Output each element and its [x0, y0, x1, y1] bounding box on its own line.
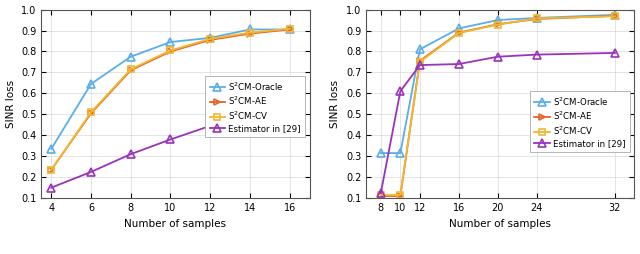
Y-axis label: SINR loss: SINR loss [6, 80, 15, 128]
Estimator in [29] [127, 153, 134, 156]
S$^2$CM-Oracle [416, 48, 424, 51]
Line: Estimator in [29]: Estimator in [29] [47, 109, 294, 192]
Estimator in [29] [377, 191, 385, 194]
S$^2$CM-Oracle [246, 28, 254, 31]
S$^2$CM-CV [494, 23, 502, 26]
S$^2$CM-Oracle [166, 40, 174, 43]
S$^2$CM-CV [533, 17, 541, 20]
Estimator in [29] [47, 186, 55, 189]
S$^2$CM-AE [494, 23, 502, 26]
S$^2$CM-CV [206, 37, 214, 40]
Line: S$^2$CM-AE: S$^2$CM-AE [48, 26, 293, 173]
S$^2$CM-CV [611, 15, 619, 18]
S$^2$CM-CV [166, 49, 174, 52]
S$^2$CM-Oracle [87, 82, 95, 85]
Y-axis label: SINR loss: SINR loss [330, 80, 340, 128]
S$^2$CM-CV [455, 31, 463, 35]
S$^2$CM-Oracle [286, 28, 294, 31]
S$^2$CM-AE [611, 14, 619, 17]
Line: Estimator in [29]: Estimator in [29] [377, 49, 619, 197]
S$^2$CM-Oracle [494, 19, 502, 22]
S$^2$CM-Oracle [455, 27, 463, 30]
S$^2$CM-Oracle [127, 55, 134, 58]
Estimator in [29] [416, 64, 424, 67]
S$^2$CM-AE [286, 28, 294, 31]
Estimator in [29] [494, 55, 502, 58]
S$^2$CM-Oracle [611, 13, 619, 16]
Estimator in [29] [397, 90, 404, 93]
Line: S$^2$CM-CV: S$^2$CM-CV [48, 26, 293, 173]
S$^2$CM-CV [286, 27, 294, 30]
S$^2$CM-AE [397, 195, 404, 198]
S$^2$CM-Oracle [533, 17, 541, 20]
S$^2$CM-AE [533, 18, 541, 21]
S$^2$CM-AE [377, 195, 385, 198]
Legend: S$^2$CM-Oracle, S$^2$CM-AE, S$^2$CM-CV, Estimator in [29]: S$^2$CM-Oracle, S$^2$CM-AE, S$^2$CM-CV, … [205, 76, 305, 137]
Estimator in [29] [87, 170, 95, 173]
S$^2$CM-AE [166, 50, 174, 53]
S$^2$CM-Oracle [206, 36, 214, 39]
S$^2$CM-CV [246, 31, 254, 34]
S$^2$CM-CV [47, 168, 55, 171]
S$^2$CM-AE [87, 112, 95, 115]
S$^2$CM-AE [455, 31, 463, 34]
Line: S$^2$CM-AE: S$^2$CM-AE [378, 12, 618, 199]
Estimator in [29] [206, 124, 214, 127]
S$^2$CM-AE [127, 69, 134, 72]
S$^2$CM-Oracle [377, 152, 385, 155]
S$^2$CM-CV [377, 194, 385, 197]
S$^2$CM-AE [206, 38, 214, 41]
X-axis label: Number of samples: Number of samples [449, 218, 551, 229]
Line: S$^2$CM-CV: S$^2$CM-CV [378, 13, 618, 198]
S$^2$CM-CV [397, 194, 404, 197]
S$^2$CM-AE [246, 32, 254, 35]
Estimator in [29] [455, 62, 463, 66]
Line: S$^2$CM-Oracle: S$^2$CM-Oracle [377, 11, 619, 157]
S$^2$CM-AE [416, 59, 424, 62]
Estimator in [29] [246, 116, 254, 119]
S$^2$CM-AE [47, 168, 55, 171]
Legend: S$^2$CM-Oracle, S$^2$CM-AE, S$^2$CM-CV, Estimator in [29]: S$^2$CM-Oracle, S$^2$CM-AE, S$^2$CM-CV, … [530, 91, 630, 152]
Estimator in [29] [533, 53, 541, 56]
S$^2$CM-CV [127, 68, 134, 71]
S$^2$CM-CV [87, 111, 95, 114]
X-axis label: Number of samples: Number of samples [124, 218, 227, 229]
S$^2$CM-Oracle [47, 147, 55, 150]
S$^2$CM-Oracle [397, 152, 404, 155]
Estimator in [29] [166, 138, 174, 141]
Estimator in [29] [611, 51, 619, 54]
Line: S$^2$CM-Oracle: S$^2$CM-Oracle [47, 26, 294, 153]
S$^2$CM-CV [416, 60, 424, 64]
Estimator in [29] [286, 112, 294, 115]
